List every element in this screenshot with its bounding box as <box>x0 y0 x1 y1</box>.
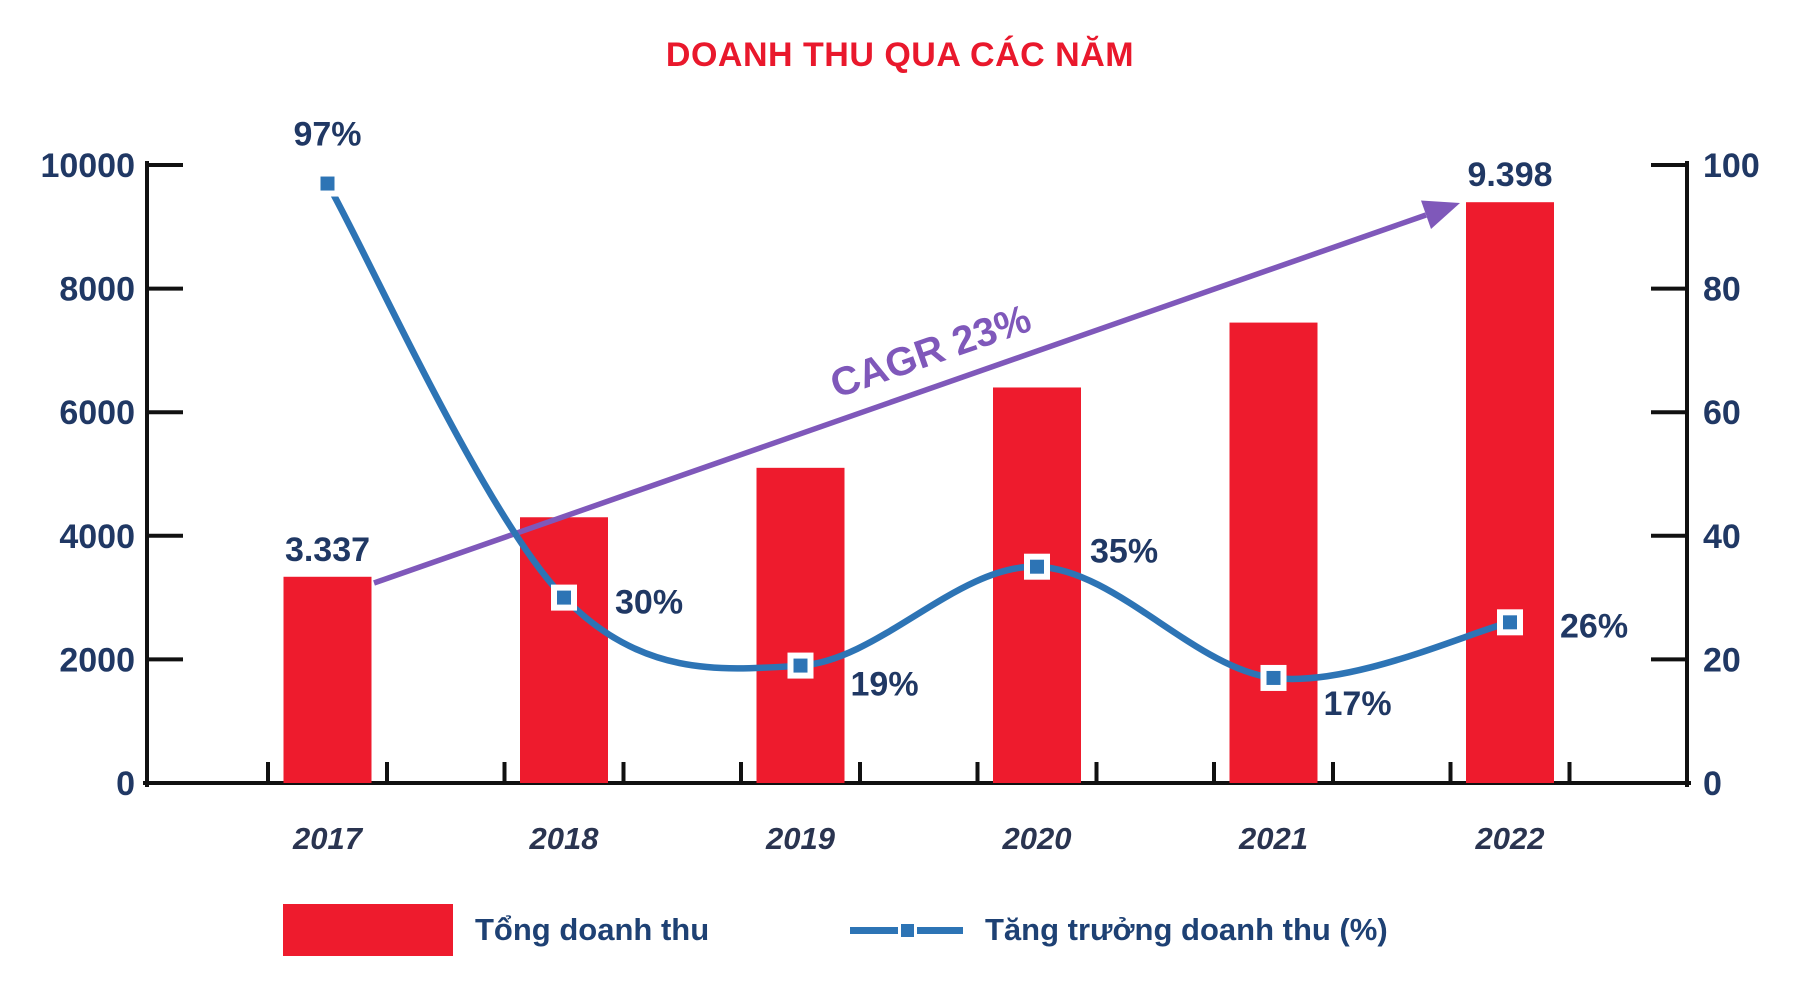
legend-item-revenue: Tổng doanh thu <box>283 898 709 962</box>
growth-label-2018: 30% <box>615 584 683 622</box>
right-axis-label: 0 <box>1703 765 1722 803</box>
bar-value-label-2022: 9.398 <box>1467 156 1552 194</box>
bar-2022 <box>1466 202 1554 783</box>
right-axis-label: 80 <box>1703 271 1741 309</box>
left-axis-label: 10000 <box>40 147 135 185</box>
category-label-2017: 2017 <box>292 821 364 856</box>
marker-2020 <box>1024 553 1050 580</box>
category-label-2019: 2019 <box>765 821 836 856</box>
category-label-2020: 2020 <box>1002 821 1072 856</box>
bar-value-labels: 3.337 9.398 <box>285 156 1553 569</box>
right-axis-label: 40 <box>1703 518 1741 556</box>
left-axis-label: 4000 <box>59 518 135 556</box>
marker-2021 <box>1260 664 1287 691</box>
growth-line-path <box>324 180 1514 683</box>
growth-line-swatch <box>850 904 963 956</box>
marker-2018 <box>551 584 577 611</box>
marker-square-icon <box>557 590 571 605</box>
legend-item-growth: Tăng trưởng doanh thu (%) <box>850 898 1388 962</box>
marker-2019 <box>787 652 814 679</box>
growth-label-2017: 97% <box>293 116 361 154</box>
legend-label-revenue: Tổng doanh thu <box>475 912 710 947</box>
right-axis-label: 100 <box>1703 147 1760 185</box>
bar-2017 <box>283 576 372 783</box>
cagr-arrowhead-icon <box>1421 200 1460 229</box>
marker-2017 <box>314 170 341 197</box>
growth-label-2020: 35% <box>1090 533 1158 571</box>
left-axis-label: 8000 <box>59 271 135 309</box>
category-label-2018: 2018 <box>529 821 600 856</box>
marker-square-icon <box>1266 670 1281 685</box>
marker-square-icon <box>1503 615 1517 630</box>
legend-label-growth: Tăng trưởng doanh thu (%) <box>985 912 1388 947</box>
revenue-swatch <box>283 904 453 956</box>
category-label-2022: 2022 <box>1475 821 1545 856</box>
growth-line-series <box>314 170 1523 691</box>
left-axis-label: 0 <box>116 765 135 803</box>
baseline-ticks <box>266 762 1572 783</box>
marker-square-icon <box>793 658 808 673</box>
bar-value-label-2017: 3.337 <box>285 531 370 569</box>
category-labels: 2017 2018 2019 2020 2021 2022 <box>292 821 1544 856</box>
right-axis-label: 20 <box>1703 641 1741 679</box>
axes <box>143 161 1691 787</box>
chart-title: DOANH THU QUA CÁC NĂM <box>665 36 1135 74</box>
cagr-arrow-line <box>373 212 1427 586</box>
growth-legend-marker-icon <box>898 921 917 940</box>
axis-ticks <box>147 163 1687 662</box>
bar-2020 <box>993 387 1081 783</box>
bar-2021 <box>1229 322 1318 783</box>
marker-square-icon <box>320 176 335 191</box>
growth-label-2021: 17% <box>1324 685 1392 723</box>
bar-2019 <box>756 467 845 783</box>
category-label-2021: 2021 <box>1238 821 1308 856</box>
legend: Tổng doanh thu Tăng trưởng doanh thu (%) <box>0 898 1800 962</box>
marker-2022 <box>1497 609 1523 636</box>
left-axis-label: 2000 <box>59 641 135 679</box>
bars-group <box>283 202 1554 783</box>
axis-tick-labels: 0 2000 4000 6000 8000 10000 0 20 40 60 80 100 <box>40 147 1759 803</box>
right-axis-label: 60 <box>1703 394 1741 432</box>
growth-label-2022: 26% <box>1560 607 1628 645</box>
marker-square-icon <box>1030 559 1044 574</box>
left-axis-label: 6000 <box>59 394 135 432</box>
growth-labels: 97% 30% 19% 35% 17% 26% <box>293 116 1628 723</box>
growth-label-2019: 19% <box>851 666 919 704</box>
